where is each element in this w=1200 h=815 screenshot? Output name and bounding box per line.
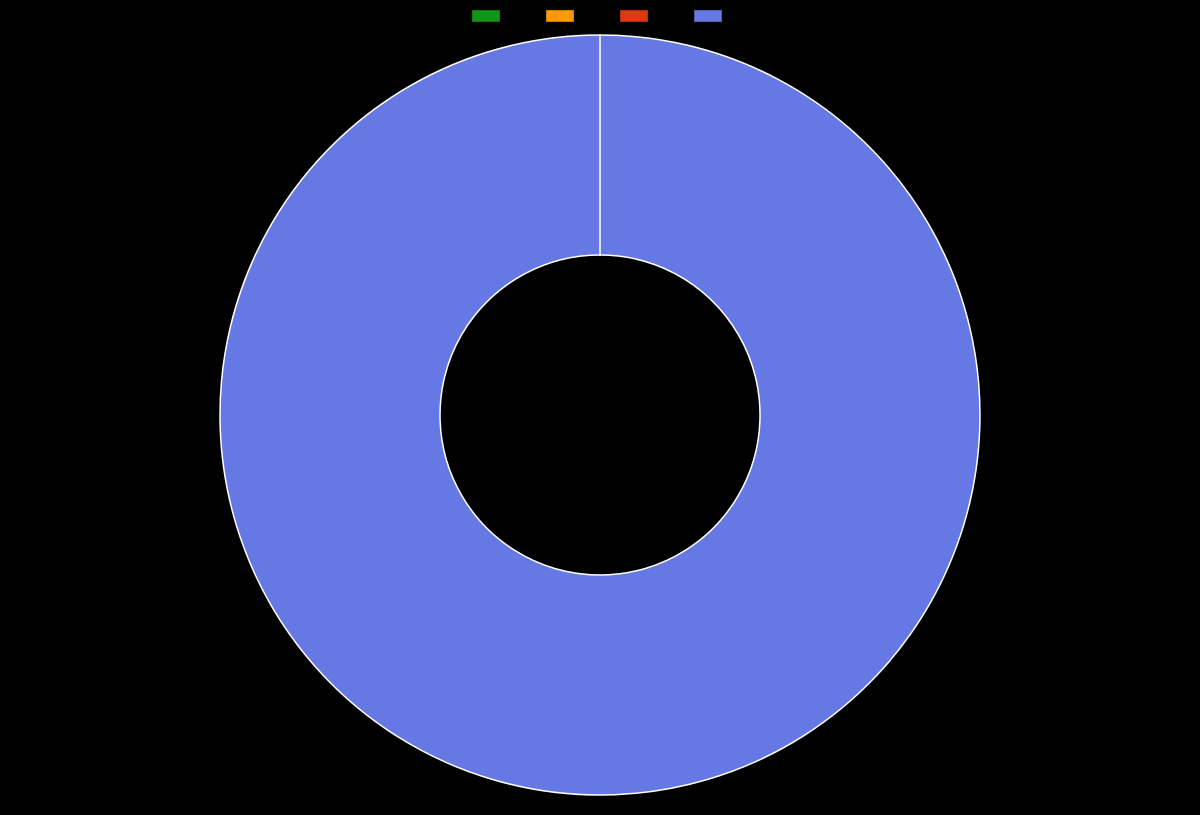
donut-chart	[0, 30, 1200, 800]
donut-svg	[200, 15, 1000, 815]
donut-slice-3[interactable]	[220, 35, 980, 795]
